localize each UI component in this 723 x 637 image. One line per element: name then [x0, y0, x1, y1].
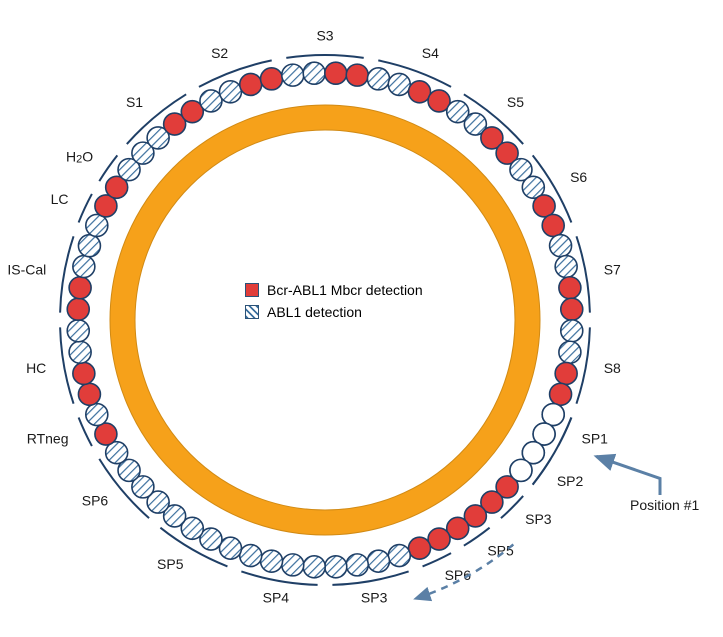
legend-row: Bcr-ABL1 Mbcr detection: [245, 282, 423, 298]
well: [261, 68, 283, 90]
rotor-arc: [501, 496, 523, 518]
group-label: RTneg: [27, 430, 69, 446]
well: [555, 362, 577, 384]
group-label: IS-Cal: [7, 262, 46, 278]
well: [325, 62, 347, 84]
legend-label: ABL1 detection: [267, 304, 362, 320]
well: [550, 383, 572, 405]
well: [388, 73, 410, 95]
group-label: S6: [570, 169, 587, 185]
well: [303, 556, 325, 578]
well: [69, 277, 91, 299]
group-label: SP5: [157, 556, 184, 572]
well: [388, 545, 410, 567]
group-label: S4: [422, 45, 439, 61]
group-label: SP5: [487, 543, 514, 559]
group-label: SP4: [263, 589, 290, 605]
well: [346, 64, 368, 86]
group-label: SP1: [581, 430, 608, 446]
well: [428, 528, 450, 550]
well: [67, 320, 89, 342]
group-label: S3: [316, 28, 333, 44]
rotor-diagram: SP1SP2SP3SP5SP6SP3SP4SP5SP6RTnegHCIS-Cal…: [0, 0, 723, 637]
well: [561, 298, 583, 320]
well: [346, 554, 368, 576]
legend-label: Bcr-ABL1 Mbcr detection: [267, 282, 423, 298]
group-label: S7: [604, 262, 621, 278]
well: [240, 73, 262, 95]
group-label: HC: [26, 360, 46, 376]
group-label: SP3: [525, 511, 552, 527]
well: [550, 235, 572, 257]
well: [261, 550, 283, 572]
group-label: S2: [211, 45, 228, 61]
well: [219, 537, 241, 559]
well: [510, 459, 532, 481]
well: [78, 383, 100, 405]
well: [69, 341, 91, 363]
well: [555, 256, 577, 278]
well: [95, 423, 117, 445]
well: [78, 235, 100, 257]
well: [367, 550, 389, 572]
well: [73, 256, 95, 278]
well: [542, 404, 564, 426]
well: [561, 320, 583, 342]
group-label: S8: [604, 360, 621, 376]
well: [73, 362, 95, 384]
well: [282, 64, 304, 86]
group-label: SP3: [361, 589, 388, 605]
legend-swatch-red: [245, 283, 259, 297]
group-label: S5: [507, 94, 524, 110]
well: [86, 214, 108, 236]
well: [219, 81, 241, 103]
well: [559, 277, 581, 299]
well: [325, 556, 347, 578]
rotor-arc: [286, 55, 363, 58]
well: [86, 404, 108, 426]
well: [282, 554, 304, 576]
group-label: H2O: [66, 148, 93, 165]
well: [409, 537, 431, 559]
well: [67, 298, 89, 320]
position-1-label: Position #1: [630, 497, 699, 513]
well: [367, 68, 389, 90]
legend-swatch-hatch: [245, 305, 259, 319]
group-label: LC: [51, 191, 69, 207]
well: [533, 195, 555, 217]
group-label: S1: [126, 94, 143, 110]
well: [559, 341, 581, 363]
well: [303, 62, 325, 84]
legend: Bcr-ABL1 Mbcr detection ABL1 detection: [245, 282, 423, 320]
well: [240, 545, 262, 567]
well: [200, 90, 222, 112]
well: [409, 81, 431, 103]
group-label: SP6: [82, 493, 109, 509]
well: [542, 214, 564, 236]
group-label: SP2: [557, 473, 584, 489]
legend-row: ABL1 detection: [245, 304, 423, 320]
position-1-arrow: [596, 456, 660, 495]
